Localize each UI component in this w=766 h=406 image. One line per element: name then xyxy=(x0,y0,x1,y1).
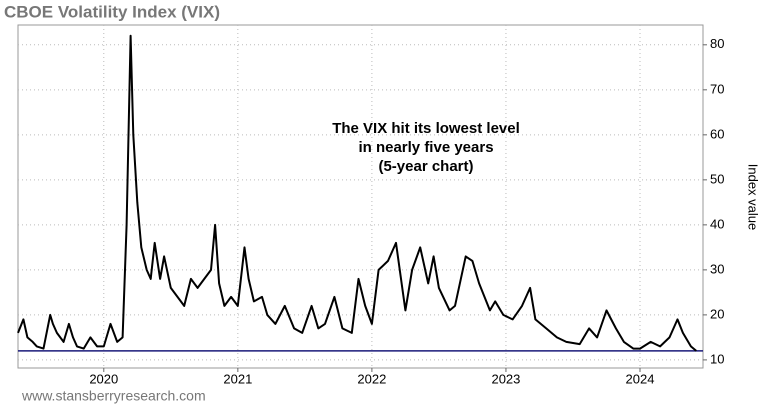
annotation: The VIX hit its lowest level xyxy=(332,120,520,137)
plot-frame xyxy=(17,24,704,369)
annotation: in nearly five years xyxy=(358,139,493,156)
y-tick-label: 20 xyxy=(710,306,724,321)
y-tick-label: 30 xyxy=(710,261,724,276)
annotation: (5-year chart) xyxy=(378,158,473,175)
x-tick-label: 2023 xyxy=(491,371,520,386)
x-tick-label: 2024 xyxy=(626,371,655,386)
chart-title: CBOE Volatility Index (VIX) xyxy=(4,2,220,21)
y-tick-label: 40 xyxy=(710,216,724,231)
y-axis-label: Index value xyxy=(746,164,761,231)
y-tick-label: 80 xyxy=(710,36,724,51)
x-tick-label: 2021 xyxy=(223,371,252,386)
source: www.stansberryresearch.com xyxy=(21,388,206,404)
y-tick-label: 70 xyxy=(710,81,724,96)
y-tick-label: 10 xyxy=(710,351,724,366)
y-tick-label: 50 xyxy=(710,171,724,186)
x-tick-label: 2022 xyxy=(357,371,386,386)
x-tick-label: 2020 xyxy=(89,371,118,386)
y-tick-label: 60 xyxy=(710,126,724,141)
data-line xyxy=(17,34,697,352)
